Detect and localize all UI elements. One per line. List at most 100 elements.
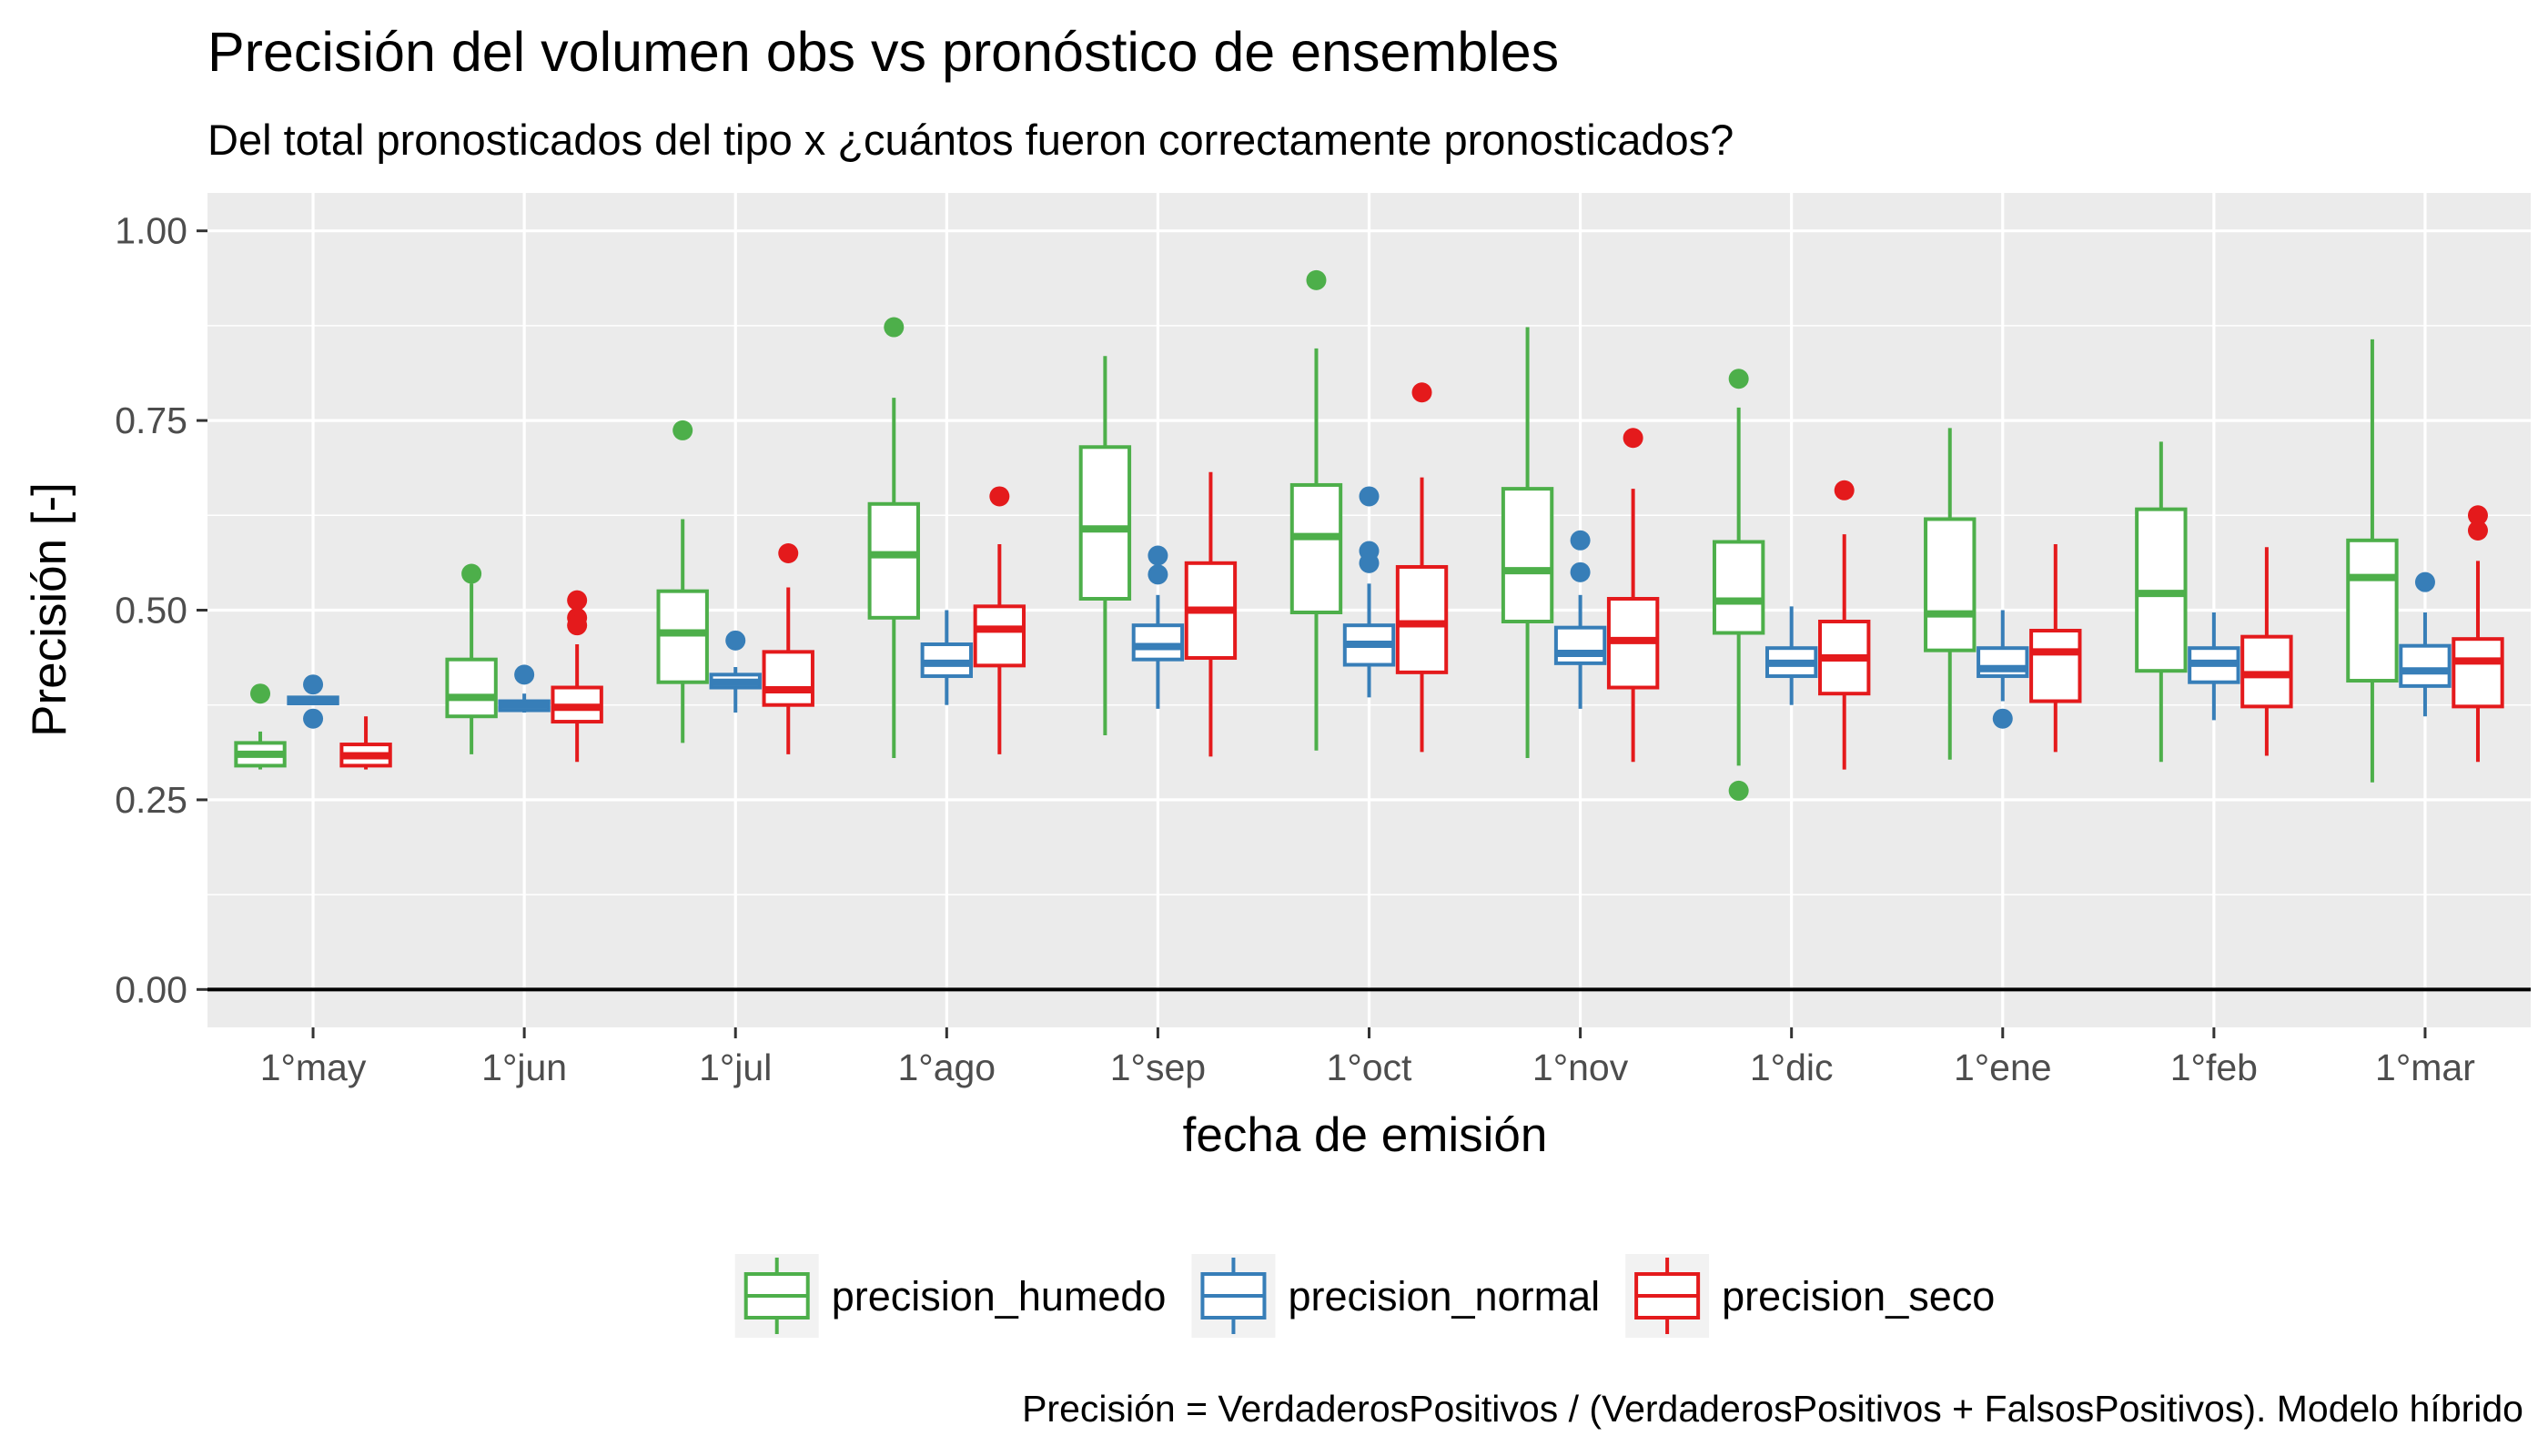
chart-subtitle: Del total pronosticados del tipo x ¿cuán…	[207, 116, 1734, 164]
y-axis-title: Precisión [-]	[23, 482, 76, 737]
boxplot-precision_normal-3	[920, 610, 974, 705]
outlier-point	[1411, 382, 1432, 403]
x-tick-label: 1°ene	[1954, 1046, 2052, 1088]
boxplot-precision_seco-7	[1818, 480, 1871, 770]
y-axis: 0.00 0.25 0.50 0.75 1.00	[115, 210, 207, 1010]
x-tick-label: 1°jun	[481, 1046, 567, 1088]
boxplot-precision_normal-9	[2188, 612, 2240, 721]
x-tick-label: 1°oct	[1327, 1046, 1413, 1088]
boxplot-precision_humedo-6	[1501, 327, 1554, 759]
outlier-point	[1728, 780, 1749, 801]
chart-caption: Precisión = VerdaderosPositivos / (Verda…	[1022, 1388, 2523, 1430]
boxplot-precision_humedo-1	[445, 563, 498, 754]
box	[2399, 643, 2452, 688]
box	[656, 589, 709, 684]
boxplot-precision_seco-8	[2029, 543, 2082, 753]
box	[2452, 637, 2504, 709]
x-tick-label: 1°ago	[898, 1046, 996, 1088]
outlier-point	[461, 563, 482, 584]
box	[1501, 487, 1554, 624]
outlier-point	[1570, 561, 1591, 582]
boxplot-precision_seco-10	[2452, 505, 2504, 763]
outlier-point	[303, 708, 324, 729]
box	[2346, 538, 2399, 683]
outlier-point	[1306, 269, 1327, 290]
outlier-point	[725, 630, 746, 651]
boxplot-precision_humedo-5	[1289, 269, 1343, 751]
outlier-point	[989, 486, 1010, 507]
outlier-point	[250, 683, 271, 704]
y-tick-label: 0.25	[115, 779, 187, 821]
x-tick-label: 1°jul	[699, 1046, 772, 1088]
boxplot-precision_seco-3	[973, 486, 1026, 754]
boxplot-precision_humedo-2	[656, 420, 709, 743]
box	[1078, 445, 1132, 601]
boxplot-precision_normal-4	[1131, 545, 1185, 709]
outlier-point	[1148, 545, 1168, 566]
boxplot-precision_humedo-7	[1712, 369, 1765, 801]
outlier-point	[1992, 708, 2013, 729]
outlier-point	[672, 420, 693, 440]
outlier-point	[1359, 552, 1380, 573]
boxplots	[234, 269, 2504, 801]
outlier-point	[303, 674, 324, 695]
x-tick-label: 1°mar	[2375, 1046, 2475, 1088]
box	[973, 604, 1026, 668]
boxplot-precision_seco-9	[2240, 547, 2293, 756]
boxplot-precision_seco-6	[1606, 428, 1660, 763]
x-tick-label: 1°sep	[1110, 1046, 1206, 1088]
boxplot-precision_seco-2	[762, 542, 814, 754]
legend: precision_humedo precision_normal precisio…	[734, 1254, 1995, 1338]
legend-label: precision_humedo	[832, 1273, 1167, 1320]
boxplot-precision_seco-4	[1184, 471, 1238, 757]
x-tick-label: 1°nov	[1532, 1046, 1629, 1088]
box	[867, 501, 920, 620]
outlier-point	[1148, 564, 1168, 585]
x-tick-label: 1°dic	[1750, 1046, 1834, 1088]
boxplot-precision_normal-2	[709, 630, 762, 713]
boxplot-precision_humedo-0	[234, 683, 287, 770]
boxplot-precision_seco-5	[1395, 382, 1449, 753]
outlier-point	[567, 590, 588, 611]
boxplot-precision_humedo-4	[1078, 356, 1132, 736]
legend-item-precision_seco: precision_seco	[1625, 1254, 1995, 1338]
boxplot-precision_humedo-3	[867, 317, 920, 759]
boxplot-precision_humedo-8	[1924, 428, 1977, 760]
outlier-point	[1570, 530, 1591, 551]
outlier-point	[567, 615, 588, 636]
outlier-point	[1359, 486, 1380, 507]
boxplot-precision_humedo-9	[2135, 441, 2188, 763]
x-tick-label: 1°feb	[2170, 1046, 2258, 1088]
outlier-point	[778, 542, 799, 563]
y-tick-label: 1.00	[115, 210, 187, 252]
boxplot-precision_normal-5	[1342, 486, 1396, 698]
outlier-point	[1623, 428, 1643, 449]
y-tick-label: 0.00	[115, 968, 187, 1010]
boxplot-precision_normal-7	[1764, 606, 1818, 705]
box	[1395, 564, 1449, 674]
legend-label: precision_seco	[1722, 1273, 1995, 1320]
outlier-point	[514, 664, 535, 685]
outlier-point	[1728, 369, 1749, 389]
x-axis-title: fecha de emisión	[1183, 1108, 1548, 1162]
boxplot-precision_normal-0	[287, 674, 339, 729]
legend-label: precision_normal	[1288, 1273, 1600, 1320]
outlier-point	[2467, 505, 2488, 526]
outlier-point	[2467, 520, 2488, 541]
box	[1712, 540, 1765, 635]
boxplot-precision_normal-10	[2399, 571, 2452, 717]
box	[1553, 625, 1607, 665]
boxplot-precision_humedo-10	[2346, 339, 2399, 783]
outlier-point	[1834, 480, 1855, 500]
box	[1924, 517, 1977, 652]
boxplot-precision_seco-1	[551, 590, 603, 763]
y-tick-label: 0.75	[115, 399, 187, 441]
y-tick-label: 0.50	[115, 590, 187, 632]
legend-item-precision_normal: precision_normal	[1191, 1254, 1600, 1338]
legend-item-precision_humedo: precision_humedo	[734, 1254, 1167, 1338]
x-tick-label: 1°may	[260, 1046, 367, 1088]
boxplot-precision_seco-0	[339, 716, 392, 770]
box	[1131, 623, 1185, 662]
chart-title: Precisión del volumen obs vs pronóstico …	[207, 21, 1559, 83]
